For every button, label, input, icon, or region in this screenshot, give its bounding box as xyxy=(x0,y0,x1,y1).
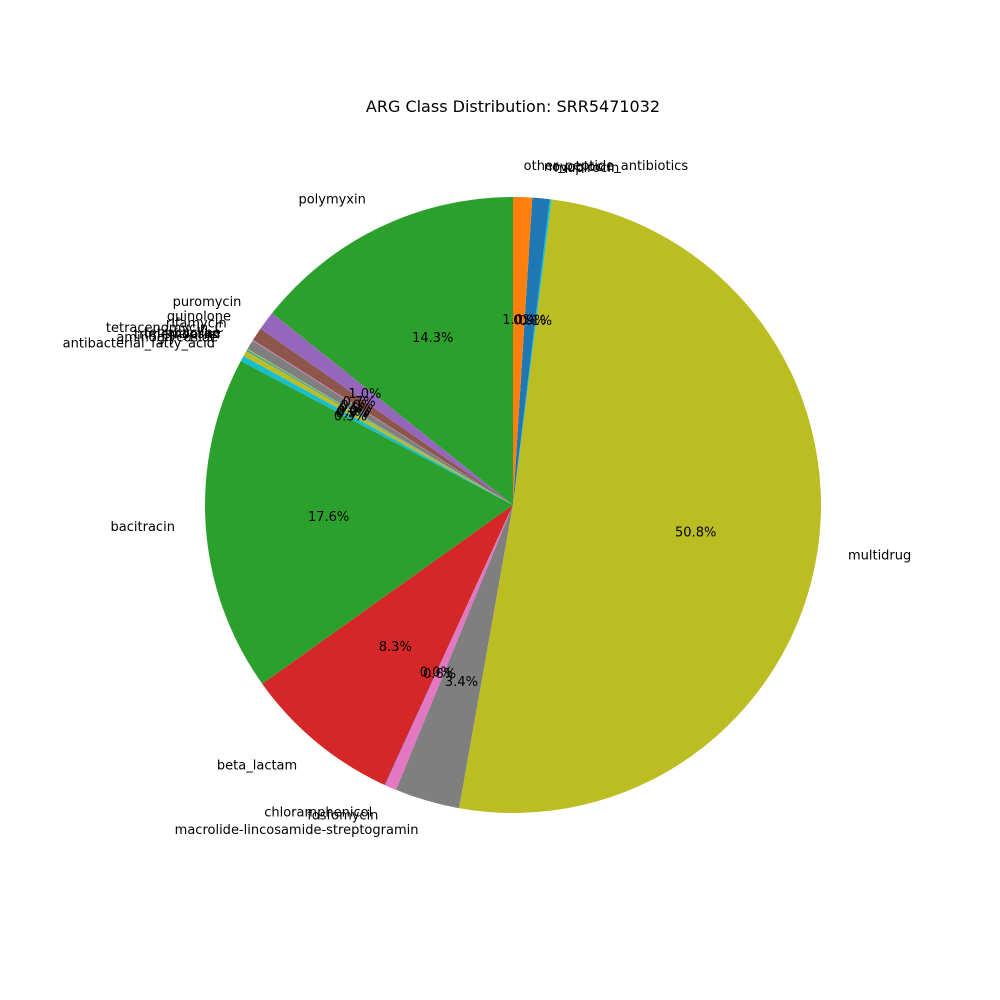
pie-slice-puromycin xyxy=(260,313,513,505)
pie-slice-triclosan xyxy=(246,349,514,505)
slice-label-chloramphenicol: chloramphenicol xyxy=(264,806,372,821)
slice-pct-rifamycin: 0.0% xyxy=(340,399,373,414)
slice-label-beta-lactam: beta_lactam xyxy=(217,759,297,774)
pie-slice-mupirocin xyxy=(513,199,552,506)
slice-label-macrolide-lincosamide-streptogramin: macrolide-lincosamide-streptogramin xyxy=(175,823,419,838)
pie-slice-polymyxin xyxy=(272,197,513,505)
pie-slice-multidrug xyxy=(459,199,822,814)
slice-label-puromycin: puromycin xyxy=(173,295,242,310)
slice-pct-multidrug: 50.8% xyxy=(675,525,716,540)
pie-slice-trimethoprim xyxy=(246,350,513,505)
slice-label-triclosan: triclosan xyxy=(165,327,221,342)
slice-pct-beta-lactam: 8.3% xyxy=(379,640,412,655)
slice-label-rifamycin: rifamycin xyxy=(166,316,227,331)
pie-slice-antibacterial-fatty-acid xyxy=(240,355,513,505)
slice-pct-fosfomycin: 0.6% xyxy=(423,667,456,682)
pie-slice-quinolone xyxy=(252,328,513,505)
slice-label-trimethoprim: trimethoprim xyxy=(134,328,220,343)
slice-pct-tetracycline: 0.0% xyxy=(337,404,370,419)
pie-slice-novobiocin xyxy=(513,197,550,505)
pie-slice-other-peptide-antibiotics xyxy=(513,197,533,505)
slice-label-bacitracin: bacitracin xyxy=(111,520,175,535)
slice-label-antibacterial-fatty-acid: antibacterial_fatty_acid xyxy=(63,336,215,351)
pie-slice-tetracycline xyxy=(247,348,513,505)
pie-slice-rifamycin xyxy=(252,339,513,505)
slice-pct-quinolone: 0.7% xyxy=(343,395,376,410)
slice-label-fosfomycin: fosfomycin xyxy=(307,808,378,823)
slice-label-novobiocin: novobiocin xyxy=(544,160,615,175)
pie-slice-beta-lactam xyxy=(262,505,513,785)
pie-slice-macrolide-lincosamide-streptogramin xyxy=(396,505,513,809)
slice-label-other-peptide-antibiotics: other_peptide_antibiotics xyxy=(524,159,689,174)
slice-pct-chloramphenicol: 0.0% xyxy=(420,666,453,681)
slice-pct-novobiocin: 0.9% xyxy=(513,313,546,328)
chart-title: ARG Class Distribution: SRR5471032 xyxy=(366,97,660,116)
slice-label-tetracenomycin-c: tetracenomycin_C xyxy=(106,321,224,336)
slice-pct-triclosan: 0.0% xyxy=(337,404,370,419)
slice-pct-macrolide-lincosamide-streptogramin: 3.4% xyxy=(445,675,478,690)
slice-pct-aminoglycoside: 0.3% xyxy=(336,407,369,422)
slice-pct-mupirocin: 0.1% xyxy=(519,314,552,329)
pie-slices xyxy=(204,197,822,814)
slice-pct-tetracenomycin-c: 0.5% xyxy=(339,401,372,416)
slice-label-aminoglycoside: aminoglycoside xyxy=(116,331,218,346)
slice-pct-polymyxin: 14.3% xyxy=(412,331,453,346)
slice-pct-antibacterial-fatty-acid: 0.3% xyxy=(334,410,367,425)
slice-label-multidrug: multidrug xyxy=(848,548,911,563)
slice-label-tetracycline: tetracycline xyxy=(144,326,221,341)
pie-slice-aminoglycoside xyxy=(243,350,513,505)
pie-slice-fosfomycin xyxy=(385,505,513,790)
pie-labels: polymyxin 14.3% puromycin 1.0% quinolone 0.7%… xyxy=(63,159,912,838)
slice-pct-puromycin: 1.0% xyxy=(348,387,381,402)
slice-pct-bacitracin: 17.6% xyxy=(308,510,349,525)
slice-label-polymyxin: polymyxin xyxy=(298,192,365,207)
slice-pct-trimethoprim: 0.0% xyxy=(337,405,370,420)
slice-label-quinolone: quinolone xyxy=(167,310,231,325)
slice-label-mupirocin: mupirocin xyxy=(554,161,619,176)
pie-slice-bacitracin xyxy=(204,361,514,684)
pie-slice-tetracenomycin-c xyxy=(247,340,514,505)
slice-pct-other-peptide-antibiotics: 1.0% xyxy=(502,313,535,328)
pie-slice-chloramphenicol xyxy=(384,505,513,786)
